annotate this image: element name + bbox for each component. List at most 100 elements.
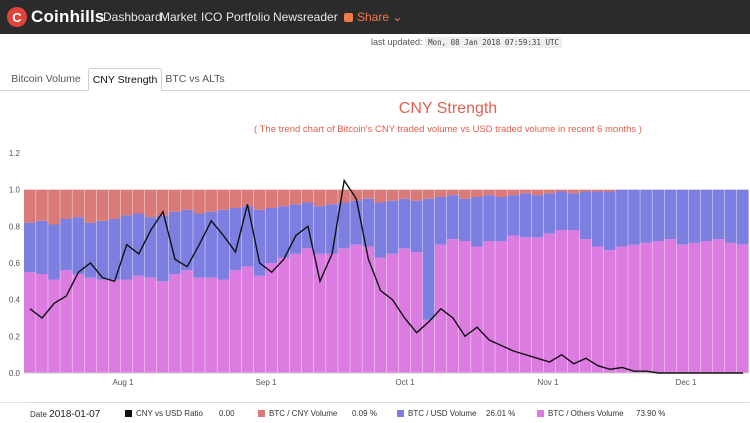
ratio-swatch (125, 410, 132, 417)
bar-usd (700, 189, 713, 241)
x-tick-label: Nov 1 (538, 378, 559, 387)
legend-others-value: 73.90 % (636, 409, 666, 418)
bar-usd (664, 189, 677, 240)
bar-usd (398, 198, 411, 249)
bar-cny (531, 189, 544, 196)
legend-cny-label: BTC / CNY Volume (269, 409, 338, 418)
bar-others (326, 253, 338, 373)
bar-usd (229, 208, 242, 271)
bar-cny (495, 189, 507, 197)
last-updated-label: last updated: (371, 37, 423, 47)
cny-strength-chart[interactable]: 0.0 0.2 0.4 0.6 0.8 1.0 1.2 Aug 1 Sep 1 Oct 1 Nov … (0, 140, 750, 402)
bar-usd (36, 220, 48, 274)
bar-cny (181, 189, 193, 210)
bar-cny (386, 189, 399, 201)
share-button[interactable]: Share ⌄ (344, 10, 402, 24)
bar-others (84, 277, 97, 373)
bar-cny (217, 189, 230, 210)
bar-cny (471, 189, 483, 197)
nav-newsreader[interactable]: Newsreader (273, 10, 338, 24)
bar-usd (72, 217, 85, 274)
bar-cny (289, 189, 302, 205)
bar-usd (591, 191, 604, 247)
tab-bitcoin-volume[interactable]: Bitcoin Volume (11, 72, 81, 85)
bar-others (24, 272, 36, 373)
bar-others (519, 237, 532, 373)
bar-others (471, 246, 483, 373)
nav-ico[interactable]: ICO (201, 10, 223, 24)
legend-ratio-label: CNY vs USD Ratio (136, 409, 203, 418)
last-updated-value: Mon, 08 Jan 2018 07:59:31 UTC (425, 37, 563, 48)
bar-others (652, 241, 665, 373)
bar-cny (265, 189, 278, 208)
bar-cny (169, 189, 181, 212)
bar-cny (350, 189, 362, 201)
bar-usd (422, 198, 435, 320)
bar-usd (579, 191, 592, 240)
bar-usd (338, 202, 350, 249)
nav-dashboard[interactable]: Dashboard (103, 10, 162, 24)
legend-others-label: BTC / Others Volume (548, 409, 624, 418)
cny-swatch (258, 410, 265, 417)
bar-others (338, 248, 350, 373)
bar-usd (132, 213, 145, 276)
bar-cny (567, 189, 580, 194)
bar-others (459, 241, 471, 373)
bar-usd (483, 195, 495, 241)
bar-cny (326, 189, 338, 205)
bar-cny (60, 189, 72, 219)
bar-cny (507, 189, 520, 196)
y-tick-label: 1.2 (9, 149, 21, 158)
coinhills-logo-icon[interactable]: C (7, 7, 27, 27)
nav-market[interactable]: Market (160, 10, 197, 24)
bar-cny (156, 189, 169, 216)
bar-cny (410, 189, 423, 201)
bar-others (567, 230, 580, 373)
bar-others (700, 241, 713, 373)
bar-others (688, 242, 701, 373)
tab-btc-vs-alts[interactable]: BTC vs ALTs (165, 72, 225, 85)
bar-usd (531, 195, 544, 238)
legend-ratio-value: 0.00 (219, 409, 235, 418)
bar-usd (507, 195, 520, 236)
bar-usd (555, 191, 568, 230)
bar-cny (579, 189, 592, 192)
bar-usd (604, 191, 616, 251)
legend-usd-label: BTC / USD Volume (408, 409, 477, 418)
bar-others (724, 242, 737, 373)
tab-cny-strength[interactable]: CNY Strength (88, 68, 162, 91)
bar-cny (84, 189, 97, 223)
y-tick-label: 0.8 (9, 222, 21, 231)
brand-name[interactable]: Coinhills (31, 7, 105, 26)
bar-cny (48, 189, 60, 225)
bar-usd (616, 189, 628, 247)
bar-cny (362, 189, 375, 199)
bar-cny (543, 189, 556, 194)
bar-usd (543, 193, 556, 234)
share-label: Share (357, 10, 390, 24)
bar-usd (350, 200, 362, 245)
bar-others (591, 246, 604, 373)
cny-vs-usd-ratio-line (29, 178, 743, 374)
bar-usd (724, 189, 737, 243)
bar-cny (459, 189, 471, 199)
bar-usd (446, 195, 459, 240)
bar-others (398, 248, 411, 373)
share-icon (344, 13, 353, 22)
legend-usd: BTC / USD Volume (397, 409, 476, 418)
bar-others (120, 279, 133, 373)
bar-usd (60, 219, 72, 271)
bar-usd (652, 189, 665, 241)
bar-usd (205, 211, 217, 278)
nav-portfolio[interactable]: Portfolio (226, 10, 271, 24)
bar-usd (144, 217, 157, 278)
bar-usd (495, 197, 507, 241)
bar-usd (362, 198, 375, 247)
legend-others: BTC / Others Volume (537, 409, 624, 418)
legend-ratio: CNY vs USD Ratio (125, 409, 203, 418)
bar-cny (120, 189, 133, 216)
bar-others (36, 274, 48, 373)
bar-others (736, 244, 749, 373)
y-tick-label: 0.2 (9, 332, 21, 341)
bar-usd (156, 215, 169, 282)
